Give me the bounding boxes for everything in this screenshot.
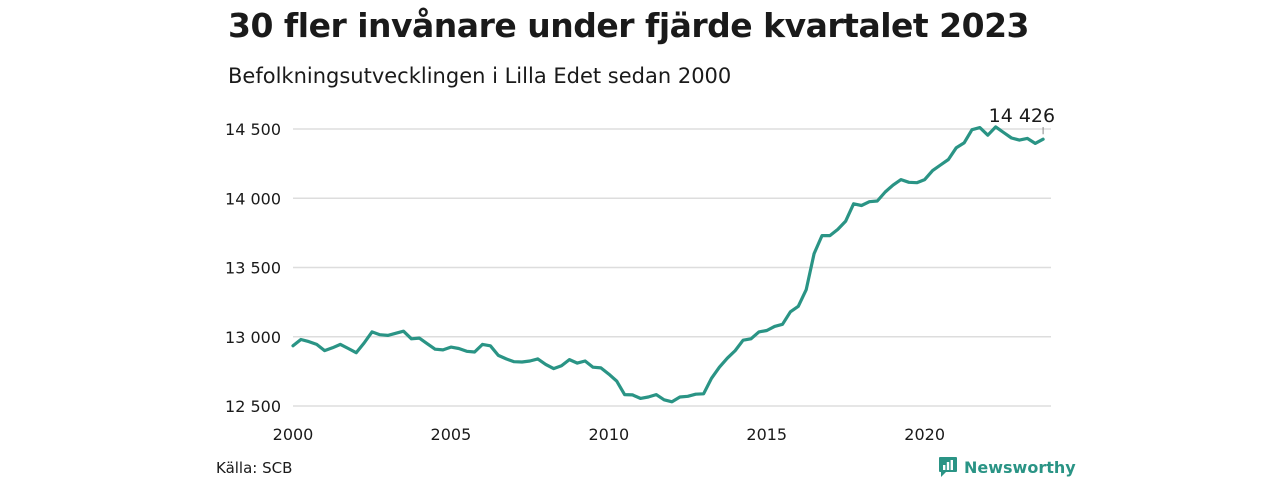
y-axis-tick-labels: 12 500 13 000 13 500 14 000 14 500 bbox=[225, 120, 281, 416]
x-axis-tick-labels: 2000 2005 2010 2015 2020 bbox=[273, 425, 945, 444]
x-tick-label: 2020 bbox=[904, 425, 945, 444]
y-tick-label: 14 500 bbox=[225, 120, 281, 139]
end-value-label: 14 426 bbox=[989, 105, 1055, 127]
chart-title: 30 fler invånare under fjärde kvartalet … bbox=[228, 6, 1030, 45]
source-label: Källa: SCB bbox=[216, 459, 293, 477]
x-tick-label: 2015 bbox=[746, 425, 787, 444]
brand-logo[interactable]: Newsworthy bbox=[938, 456, 1076, 478]
x-tick-label: 2005 bbox=[431, 425, 472, 444]
x-tick-label: 2000 bbox=[273, 425, 314, 444]
x-tick-label: 2010 bbox=[588, 425, 629, 444]
gridlines bbox=[293, 128, 1051, 407]
y-tick-label: 12 500 bbox=[225, 397, 281, 416]
series-layer bbox=[291, 125, 1045, 404]
y-tick-label: 14 000 bbox=[225, 189, 281, 208]
brand-name: Newsworthy bbox=[964, 457, 1076, 477]
series-line bbox=[291, 125, 1045, 404]
annotation-layer: 14 426 bbox=[989, 105, 1055, 135]
newsworthy-logo-icon bbox=[939, 457, 957, 477]
y-tick-label: 13 000 bbox=[225, 328, 281, 347]
chart-subtitle: Befolkningsutvecklingen i Lilla Edet sed… bbox=[228, 64, 732, 88]
y-tick-label: 13 500 bbox=[225, 259, 281, 278]
